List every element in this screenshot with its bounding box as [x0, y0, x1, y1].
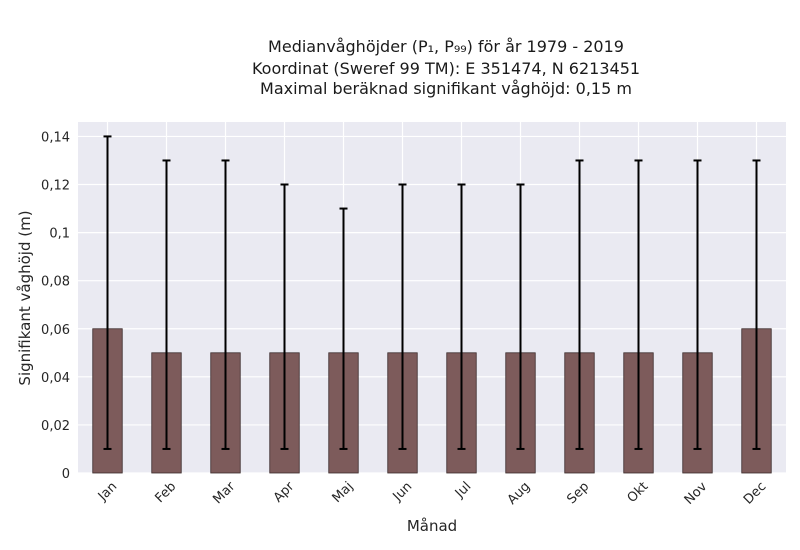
y-tick-label: 0,12 — [41, 179, 70, 194]
error-bar-sep — [575, 159, 584, 450]
x-tick-label-maj: Maj — [330, 479, 357, 506]
x-tick-label-jul: Jul — [452, 479, 474, 501]
x-axis-label: Månad — [407, 517, 457, 535]
error-bar-jun — [398, 183, 407, 450]
error-bar-jan — [103, 135, 112, 450]
error-bar-nov — [693, 159, 702, 450]
error-bars — [103, 135, 761, 450]
y-tick-label: 0,1 — [49, 227, 70, 242]
y-axis-ticks: 0 0,02 0,04 0,06 0,08 0,1 0,12 0,14 — [41, 130, 70, 482]
y-tick-label: 0,06 — [41, 323, 70, 338]
plot-area — [78, 122, 786, 473]
error-bar-jul — [457, 183, 466, 450]
chart-title-line-3: Maximal beräknad signifikant våghöjd: 0,… — [260, 79, 632, 98]
error-bar-dec — [752, 159, 761, 450]
x-tick-label-feb: Feb — [152, 479, 179, 506]
error-bar-aug — [516, 183, 525, 450]
error-bar-mar — [221, 159, 230, 450]
error-bar-feb — [162, 159, 171, 450]
chart-title-line-2: Koordinat (Sweref 99 TM): E 351474, N 62… — [252, 59, 640, 78]
y-axis-label: Signifikant våghöjd (m) — [16, 210, 34, 385]
x-tick-label-mar: Mar — [210, 479, 238, 507]
x-tick-label-okt: Okt — [625, 479, 652, 506]
x-tick-label-sep: Sep — [564, 479, 592, 507]
chart-title-line-1: Medianvåghöjder (P₁, P₉₉) för år 1979 - … — [268, 37, 624, 56]
error-bar-okt — [634, 159, 643, 450]
y-tick-label: 0,08 — [41, 275, 70, 290]
y-tick-label: 0,04 — [41, 371, 70, 386]
y-tick-label: 0,14 — [41, 130, 70, 145]
x-tick-label-dec: Dec — [741, 479, 769, 507]
error-bar-maj — [339, 207, 348, 450]
x-tick-label-apr: Apr — [271, 479, 298, 506]
x-tick-label-aug: Aug — [505, 479, 534, 508]
y-tick-label: 0 — [62, 467, 70, 482]
x-tick-label-jan: Jan — [95, 479, 120, 504]
error-bar-apr — [280, 183, 289, 450]
x-tick-label-jun: Jun — [390, 479, 416, 505]
y-tick-label: 0,02 — [41, 419, 70, 434]
x-tick-label-nov: Nov — [682, 479, 711, 508]
x-axis-ticks: Jan Feb Mar Apr Maj Jun Jul Aug Sep Okt Nov Dec — [95, 479, 769, 508]
